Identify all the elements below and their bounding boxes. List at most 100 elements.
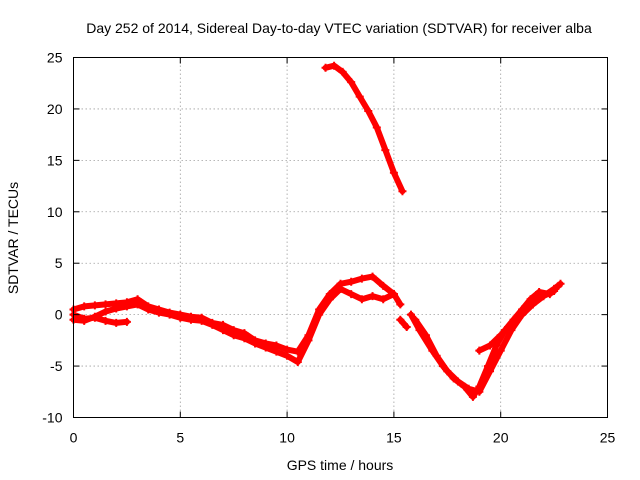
data-point	[122, 317, 131, 326]
data-point	[372, 123, 381, 132]
x-tick-label: 25	[600, 430, 616, 446]
data-point	[389, 290, 398, 299]
axis-ticks	[73, 57, 608, 418]
y-tick-label: 0	[55, 307, 63, 323]
data-point	[483, 362, 492, 371]
y-tick-label: -5	[50, 358, 63, 374]
x-axis-label: GPS time / hours	[287, 457, 394, 473]
data-point	[325, 295, 334, 304]
data-point	[219, 326, 228, 335]
data-point	[338, 67, 347, 76]
series-track-h	[476, 288, 558, 354]
x-tick-label: 15	[386, 430, 402, 446]
data-point	[101, 300, 110, 309]
data-point	[80, 314, 89, 323]
y-tick-label: 15	[47, 152, 63, 168]
data-point	[364, 106, 373, 115]
y-tick-label: 5	[55, 255, 63, 271]
series-track-d	[322, 62, 406, 195]
data-point	[379, 295, 388, 304]
x-tick-label: 10	[279, 430, 295, 446]
series-layer	[69, 61, 565, 401]
data-point	[415, 326, 424, 335]
data-point	[379, 281, 388, 290]
data-point	[336, 284, 345, 293]
series-track-e	[397, 316, 410, 330]
data-point	[398, 187, 407, 196]
data-point	[186, 315, 195, 324]
data-point	[330, 61, 339, 70]
data-point	[229, 331, 238, 340]
data-point	[475, 382, 484, 391]
data-point	[165, 310, 174, 319]
data-point	[428, 346, 437, 355]
data-point	[406, 310, 415, 319]
data-point	[389, 168, 398, 177]
plot-frame	[73, 57, 608, 418]
x-tick-label: 5	[176, 430, 184, 446]
data-point	[272, 347, 281, 356]
data-point	[90, 313, 99, 322]
data-point	[507, 320, 516, 329]
data-point	[176, 313, 185, 322]
y-tick-label: 25	[47, 50, 63, 66]
data-point	[261, 343, 270, 352]
data-point	[154, 308, 163, 317]
data-point	[321, 63, 330, 72]
data-point	[518, 310, 527, 319]
data-point	[197, 316, 206, 325]
data-point	[101, 316, 110, 325]
data-point	[550, 286, 559, 295]
grid-lines	[73, 57, 608, 418]
data-point	[293, 357, 302, 366]
data-point	[496, 346, 505, 355]
y-tick-label: 20	[47, 101, 63, 117]
data-point	[122, 302, 131, 311]
data-point	[528, 300, 537, 309]
x-tick-label: 0	[70, 430, 78, 446]
data-point	[539, 292, 548, 301]
data-point	[315, 310, 324, 319]
x-tick-label: 20	[493, 430, 509, 446]
data-point	[347, 78, 356, 87]
x-tick-labels: 0 5 10 15 20 25	[70, 430, 616, 446]
series-track-a	[70, 273, 397, 355]
data-point	[283, 351, 292, 360]
data-point	[240, 334, 249, 343]
chart-title: Day 252 of 2014, Sidereal Day-to-day VTE…	[86, 20, 592, 36]
data-point	[475, 346, 484, 355]
data-point	[449, 374, 458, 383]
data-point	[80, 302, 89, 311]
data-point	[357, 274, 366, 283]
data-point	[112, 318, 121, 327]
y-tick-labels: -10 -5 0 5 10 15 20 25	[42, 50, 62, 426]
data-point	[101, 307, 110, 316]
data-point	[112, 304, 121, 313]
data-point	[304, 336, 313, 345]
data-point	[554, 281, 563, 290]
y-axis-label: SDTVAR / TECUs	[5, 182, 21, 294]
data-point	[368, 292, 377, 301]
data-point	[368, 272, 377, 281]
data-point	[496, 331, 505, 340]
data-point	[347, 290, 356, 299]
data-point	[439, 362, 448, 371]
y-tick-label: 10	[47, 204, 63, 220]
data-point	[396, 300, 405, 309]
data-point	[133, 300, 142, 309]
data-point	[460, 382, 469, 391]
data-point	[208, 320, 217, 329]
data-point	[347, 277, 356, 286]
data-point	[535, 288, 544, 297]
data-point	[251, 339, 260, 348]
data-point	[526, 295, 535, 304]
data-point	[402, 322, 411, 331]
data-point	[396, 315, 405, 324]
data-point	[90, 301, 99, 310]
data-point	[355, 92, 364, 101]
data-point	[468, 392, 477, 401]
data-point	[381, 146, 390, 155]
y-tick-label: -10	[42, 410, 62, 426]
data-point	[357, 295, 366, 304]
